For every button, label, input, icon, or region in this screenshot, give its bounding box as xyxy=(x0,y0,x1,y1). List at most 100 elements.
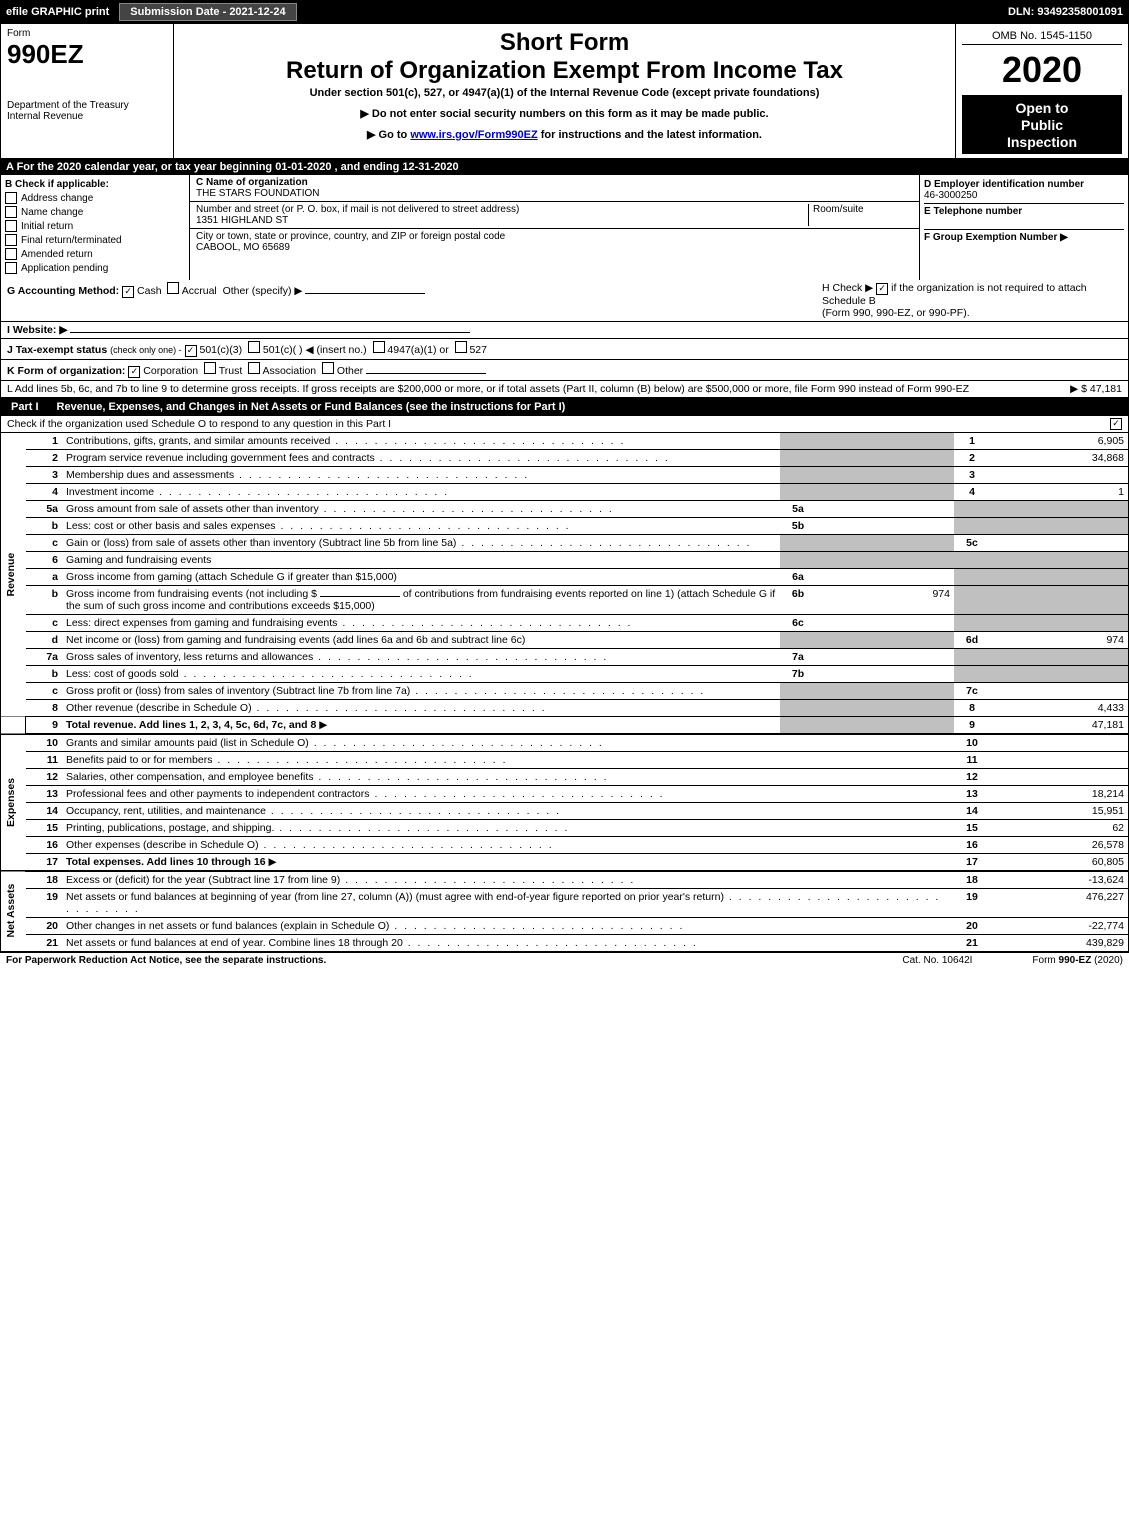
org-name: THE STARS FOUNDATION xyxy=(196,188,913,199)
part1-header: Part I Revenue, Expenses, and Changes in… xyxy=(0,398,1129,416)
addr-change-label: Address change xyxy=(21,193,93,204)
tax-period-row: A For the 2020 calendar year, or tax yea… xyxy=(0,159,1129,175)
line-7c: c Gross profit or (loss) from sales of i… xyxy=(1,683,1129,700)
irs-link[interactable]: www.irs.gov/Form990EZ xyxy=(410,129,537,141)
submission-date-button[interactable]: Submission Date - 2021-12-24 xyxy=(119,3,296,21)
other-specify-input[interactable] xyxy=(305,293,425,294)
line-6b: b Gross income from fundraising events (… xyxy=(1,586,1129,615)
accrual-label: Accrual xyxy=(182,285,217,297)
part1-title: Revenue, Expenses, and Changes in Net As… xyxy=(49,399,574,415)
amended-label: Amended return xyxy=(21,249,93,260)
501c3-checkbox[interactable] xyxy=(185,345,197,357)
top-bar: efile GRAPHIC print Submission Date - 20… xyxy=(0,0,1129,24)
line-7b: b Less: cost of goods sold 7b xyxy=(1,666,1129,683)
4947-label: 4947(a)(1) or xyxy=(387,344,448,356)
h-text3: (Form 990, 990-EZ, or 990-PF). xyxy=(822,307,970,319)
paperwork-notice: For Paperwork Reduction Act Notice, see … xyxy=(6,955,326,966)
section-b: B Check if applicable: Address change Na… xyxy=(1,175,190,280)
amended-checkbox[interactable] xyxy=(5,248,17,260)
line-value: 6,905 xyxy=(990,433,1129,450)
line-8: 8 Other revenue (describe in Schedule O)… xyxy=(1,700,1129,717)
cat-no: Cat. No. 10642I xyxy=(902,955,972,966)
part1-label: Part I xyxy=(1,399,49,415)
accrual-checkbox[interactable] xyxy=(167,282,179,294)
form-header: Form 990EZ Department of the Treasury In… xyxy=(0,24,1129,159)
line-6d: d Net income or (loss) from gaming and f… xyxy=(1,632,1129,649)
line-17-desc: Total expenses. Add lines 10 through 16 xyxy=(66,856,266,868)
line-18: Net Assets 18 Excess or (deficit) for th… xyxy=(1,871,1129,889)
inspection-label: Inspection xyxy=(964,134,1120,151)
b-label: B Check if applicable: xyxy=(5,179,185,190)
initial-return-checkbox[interactable] xyxy=(5,220,17,232)
website-input[interactable] xyxy=(70,332,470,333)
cash-checkbox[interactable] xyxy=(122,286,134,298)
line-5b: b Less: cost or other basis and sales ex… xyxy=(1,518,1129,535)
form-number: 990EZ xyxy=(7,39,167,70)
section-de: D Employer identification number 46-3000… xyxy=(920,175,1128,280)
tax-period-text: A For the 2020 calendar year, or tax yea… xyxy=(6,161,459,173)
tax-exempt-row: J Tax-exempt status (check only one) - 5… xyxy=(0,339,1129,360)
4947-checkbox[interactable] xyxy=(373,341,385,353)
org-name-label: C Name of organization xyxy=(196,177,913,188)
form-ref-no: 990-EZ xyxy=(1059,955,1092,966)
website-row: I Website: ▶ xyxy=(0,322,1129,339)
final-return-checkbox[interactable] xyxy=(5,234,17,246)
ein-label: D Employer identification number xyxy=(924,179,1124,190)
line-6b-input[interactable] xyxy=(320,596,400,597)
form-ref-year: (2020) xyxy=(1091,955,1123,966)
phone-label: E Telephone number xyxy=(924,203,1124,217)
line-12: 12 Salaries, other compensation, and emp… xyxy=(1,769,1129,786)
other-org-input[interactable] xyxy=(366,373,486,374)
527-checkbox[interactable] xyxy=(455,341,467,353)
name-change-checkbox[interactable] xyxy=(5,206,17,218)
app-pending-checkbox[interactable] xyxy=(5,262,17,274)
line-13: 13 Professional fees and other payments … xyxy=(1,786,1129,803)
part1-check-row: Check if the organization used Schedule … xyxy=(0,416,1129,433)
expenses-side-label: Expenses xyxy=(1,734,26,871)
line-desc: Contributions, gifts, grants, and simila… xyxy=(62,433,780,450)
revenue-side-label: Revenue xyxy=(1,433,26,717)
line-1: Revenue 1 Contributions, gifts, grants, … xyxy=(1,433,1129,450)
section-subtitle: Under section 501(c), 527, or 4947(a)(1)… xyxy=(180,87,949,99)
line-19: 19 Net assets or fund balances at beginn… xyxy=(1,889,1129,918)
city-label: City or town, state or province, country… xyxy=(196,231,913,242)
line-6c: c Less: direct expenses from gaming and … xyxy=(1,615,1129,632)
i-label: I Website: ▶ xyxy=(7,324,67,336)
final-return-label: Final return/terminated xyxy=(21,235,122,246)
app-pending-label: Application pending xyxy=(21,263,108,274)
line-9: 9 Total revenue. Add lines 1, 2, 3, 4, 5… xyxy=(1,717,1129,735)
public-label: Public xyxy=(964,117,1120,134)
initial-return-label: Initial return xyxy=(21,221,73,232)
group-exemption-label: F Group Exemption Number ▶ xyxy=(924,229,1124,243)
schedule-o-checkbox[interactable] xyxy=(1110,418,1122,430)
efile-label[interactable]: efile GRAPHIC print xyxy=(0,6,115,18)
501c-checkbox[interactable] xyxy=(248,341,260,353)
corp-checkbox[interactable] xyxy=(128,366,140,378)
netassets-side-label: Net Assets xyxy=(1,871,26,952)
lineno: 1 xyxy=(26,433,63,450)
return-title: Return of Organization Exempt From Incom… xyxy=(180,58,949,84)
h-label: H Check ▶ xyxy=(822,282,873,294)
gross-receipts-row: L Add lines 5b, 6c, and 7b to line 9 to … xyxy=(0,381,1129,398)
part1-check-note: Check if the organization used Schedule … xyxy=(7,418,391,430)
form-number-box: Form 990EZ Department of the Treasury In… xyxy=(1,24,174,158)
form-ref-pre: Form xyxy=(1032,955,1058,966)
k-label: K Form of organization: xyxy=(7,365,125,377)
city-value: CABOOL, MO 65689 xyxy=(196,242,913,253)
open-to: Open to xyxy=(964,100,1120,117)
goto-suffix: for instructions and the latest informat… xyxy=(538,129,762,141)
name-change-label: Name change xyxy=(21,207,83,218)
instructions-link-row: ▶ Go to www.irs.gov/Form990EZ for instru… xyxy=(180,128,949,141)
h-checkbox[interactable] xyxy=(876,283,888,295)
assoc-checkbox[interactable] xyxy=(248,362,260,374)
line-9-desc: Total revenue. Add lines 1, 2, 3, 4, 5c,… xyxy=(66,719,316,731)
addr-change-checkbox[interactable] xyxy=(5,192,17,204)
section-c: C Name of organization THE STARS FOUNDAT… xyxy=(190,175,920,280)
trust-checkbox[interactable] xyxy=(204,362,216,374)
lines-table: Revenue 1 Contributions, gifts, grants, … xyxy=(0,433,1129,952)
501c3-label: 501(c)(3) xyxy=(199,344,242,356)
line-6b-d1: Gross income from fundraising events (no… xyxy=(66,588,317,600)
line-11: 11 Benefits paid to or for members 11 xyxy=(1,752,1129,769)
dept-treasury: Department of the Treasury xyxy=(7,100,167,111)
other-org-checkbox[interactable] xyxy=(322,362,334,374)
